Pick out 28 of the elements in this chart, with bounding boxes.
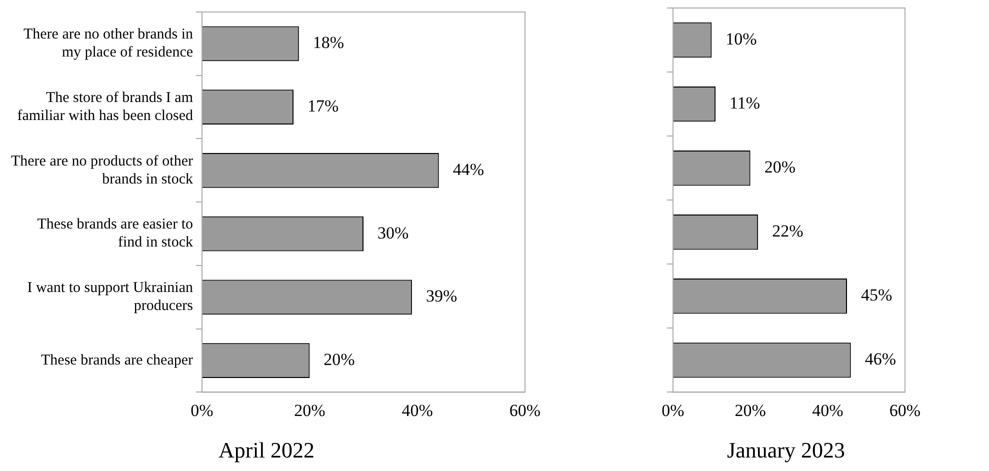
x-tick-label: 0% bbox=[662, 400, 684, 420]
y-tick-label: These brands are cheaper bbox=[41, 352, 194, 368]
x-tick-label: 20% bbox=[734, 400, 766, 420]
data-label: 39% bbox=[426, 286, 458, 306]
y-tick-label: These brands are easier to find in stock bbox=[37, 216, 194, 251]
x-tick-label: 20% bbox=[294, 400, 326, 420]
data-label: 22% bbox=[772, 222, 804, 241]
data-label: 18% bbox=[312, 33, 344, 52]
y-tick-label: There are no products of other brands in stock bbox=[10, 153, 194, 188]
x-tick-label: 40% bbox=[812, 400, 844, 420]
data-label: 30% bbox=[378, 223, 409, 242]
y-tick-label: I want to support Ukrainian producers bbox=[27, 280, 194, 314]
y-tick-label: The store of brands I am familiar with has been closed bbox=[17, 90, 194, 124]
x-tick-label: 0% bbox=[190, 400, 214, 420]
x-tick-label: 60% bbox=[509, 400, 541, 420]
data-label: 17% bbox=[308, 96, 339, 116]
data-label: 46% bbox=[864, 350, 896, 369]
data-label: 44% bbox=[452, 160, 484, 179]
y-tick-label: There are no other brands in my place of residence bbox=[23, 26, 194, 61]
data-label: 45% bbox=[861, 286, 892, 305]
text: April 2022 bbox=[218, 438, 314, 463]
data-label: 20% bbox=[764, 158, 796, 177]
text: January 2023 bbox=[727, 438, 845, 463]
data-label: 10% bbox=[726, 29, 757, 48]
x-tick-label: 40% bbox=[402, 400, 433, 420]
data-label: 20% bbox=[324, 350, 355, 369]
data-label: 11% bbox=[730, 94, 760, 113]
x-tick-label: 60% bbox=[889, 400, 921, 420]
